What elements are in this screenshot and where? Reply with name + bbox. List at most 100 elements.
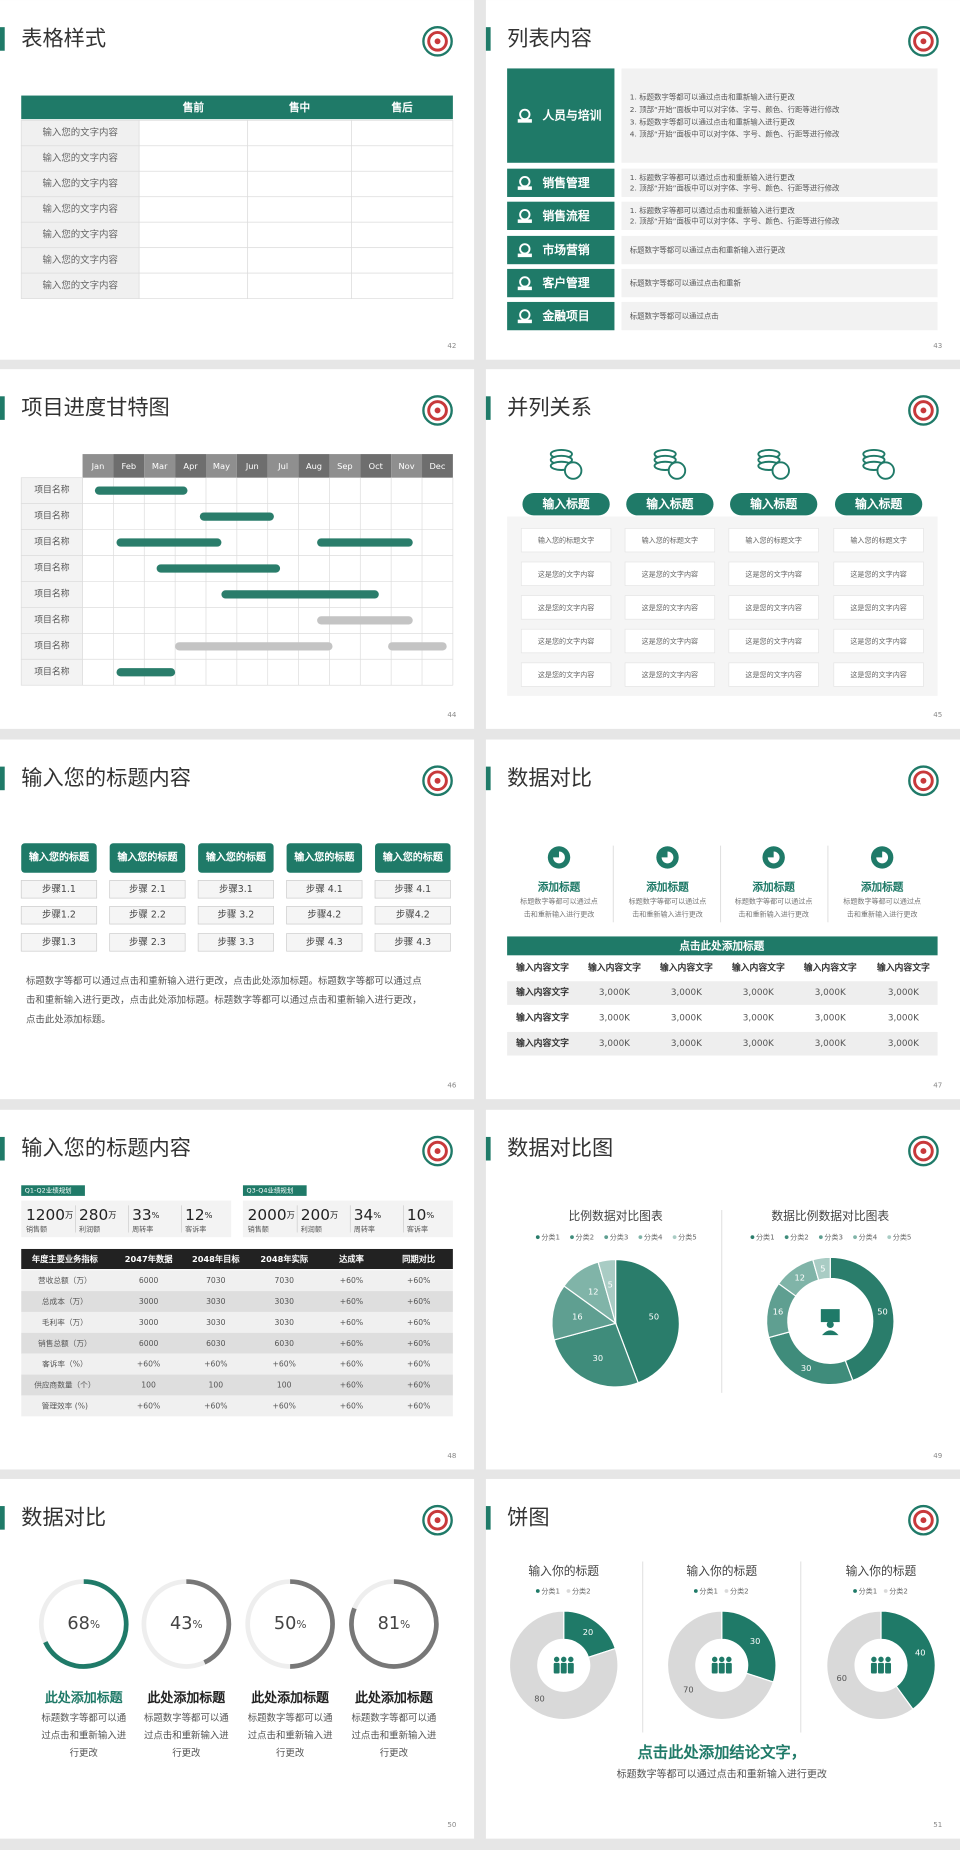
table-header: 输入内容文字: [660, 961, 713, 973]
table-cell: +60%: [407, 1318, 430, 1327]
column-item-box: [520, 628, 612, 654]
paragraph-line: 击和重新输入进行更改，点击此处添加标题。标题数字等都可以通过点击和重新输入进行更…: [26, 994, 422, 1006]
step-label: 步骤1.1: [42, 884, 76, 895]
pie-slice: [666, 1610, 775, 1721]
gantt-bar: [116, 668, 176, 677]
table-cell: +60%: [340, 1381, 363, 1390]
chart-title: 比例数据对比图表: [569, 1209, 663, 1223]
table-header: 2048年实际: [260, 1254, 308, 1264]
slice-label: 5: [608, 1280, 613, 1290]
feature-icon-glyph: [661, 851, 674, 864]
gauge-arc: [43, 1579, 129, 1669]
legend-swatch: [883, 1589, 888, 1593]
gauge-number: 68: [67, 1614, 90, 1634]
table-header: 输入内容文字: [588, 961, 641, 973]
slice-label: 20: [583, 1627, 594, 1637]
icon-body: [718, 1662, 725, 1674]
task-label-cell: [20, 607, 83, 634]
stat-unit: 万: [65, 1210, 73, 1220]
gantt-bar: [156, 564, 281, 573]
step-header: [21, 843, 97, 873]
month-header-cell: [422, 454, 453, 478]
gantt-bar: [94, 486, 188, 495]
logo-dot: [434, 407, 441, 414]
page-number: 49: [933, 1451, 942, 1460]
logo-inner: [427, 1140, 448, 1162]
pie-slice: [615, 1258, 680, 1384]
title-accent: [485, 1136, 491, 1161]
slide-title: 输入您的标题内容: [21, 1136, 191, 1161]
banner: [507, 936, 938, 956]
table-cell: [351, 247, 454, 274]
item-text-panel: [621, 268, 938, 298]
table-cell: 3,000K: [599, 1013, 630, 1023]
logo-dot: [920, 777, 927, 784]
gauge-text: 标题数字等都可以通: [248, 1712, 333, 1724]
item-label: 人员与培训: [543, 109, 602, 123]
table-cell: [351, 272, 454, 299]
task-label: 项目名称: [34, 536, 69, 548]
page-number: 46: [447, 1081, 456, 1090]
feature-text: 击和重新输入进行更改: [847, 910, 918, 919]
table-row: [21, 1311, 453, 1333]
logo-inner: [427, 400, 448, 421]
column-title-pill: [834, 493, 923, 516]
logo-dot: [920, 38, 927, 45]
gauge-text: 标题数字等都可以通: [41, 1712, 126, 1724]
column-item: 输入您的标题文字: [538, 536, 595, 545]
item-label: 市场营销: [543, 243, 590, 257]
task-label-cell: [20, 555, 83, 582]
task-label: 项目名称: [34, 510, 69, 522]
column-item: 输入您的标题文字: [642, 536, 698, 545]
step-box: [374, 933, 451, 952]
icon-body: [567, 1662, 574, 1674]
logo-dot: [434, 38, 441, 45]
slice-label: 30: [593, 1353, 604, 1363]
table-cell: [138, 145, 249, 172]
stat-label: 销售额: [248, 1224, 269, 1233]
step-box: [20, 933, 98, 952]
step-box: [197, 933, 274, 952]
row-label: 输入您的文字内容: [43, 152, 119, 164]
step-label: 步骤3.1: [219, 884, 253, 895]
column-item-box: [728, 595, 819, 620]
table-cell: 3000: [139, 1297, 159, 1306]
stat-unit: %: [373, 1210, 381, 1220]
legend-label: 分类2: [790, 1233, 809, 1242]
stat-unit: 万: [287, 1210, 295, 1220]
month-header-cell: [82, 454, 114, 478]
gauge-title: 此处添加标题: [355, 1690, 433, 1706]
slice-label: 50: [649, 1311, 659, 1321]
gauge-unit: %: [400, 1618, 410, 1631]
slide-title: 数据对比: [21, 1505, 106, 1530]
column-item-box: [520, 528, 612, 553]
column-item-box: [624, 595, 716, 620]
feature-text: 击和重新输入进行更改: [632, 910, 703, 919]
step-box: [286, 906, 363, 925]
table-row: [21, 1291, 453, 1312]
item-label-box: [507, 168, 615, 197]
step-label: 步骤4.2: [396, 910, 430, 921]
table-cell: 3,000K: [815, 1013, 846, 1023]
item-text: 4. 顶部“开始”面板中可以对字体、字号、颜色、行距等进行修改: [630, 129, 840, 139]
step-box: [374, 880, 451, 899]
pie-slice: [829, 1256, 895, 1382]
logo-inner: [913, 1509, 934, 1531]
banner-text: 点击此处添加标题: [679, 939, 764, 952]
center-icon-body: [822, 1330, 839, 1336]
feature-icon-glyph: [876, 851, 889, 864]
logo-inner: [913, 400, 934, 421]
table-cell: +60%: [340, 1339, 363, 1348]
table-cell: 3,000K: [888, 1039, 919, 1049]
item-label: 销售管理: [543, 176, 590, 190]
legend-swatch: [853, 1235, 857, 1240]
table-header: 同期对比: [402, 1254, 435, 1264]
logo-inner: [913, 770, 934, 792]
legend-label: 分类5: [678, 1233, 697, 1242]
stat-label: 销售额: [26, 1224, 47, 1233]
stat-value: 33%: [132, 1206, 160, 1224]
column-item-box: [624, 628, 716, 654]
